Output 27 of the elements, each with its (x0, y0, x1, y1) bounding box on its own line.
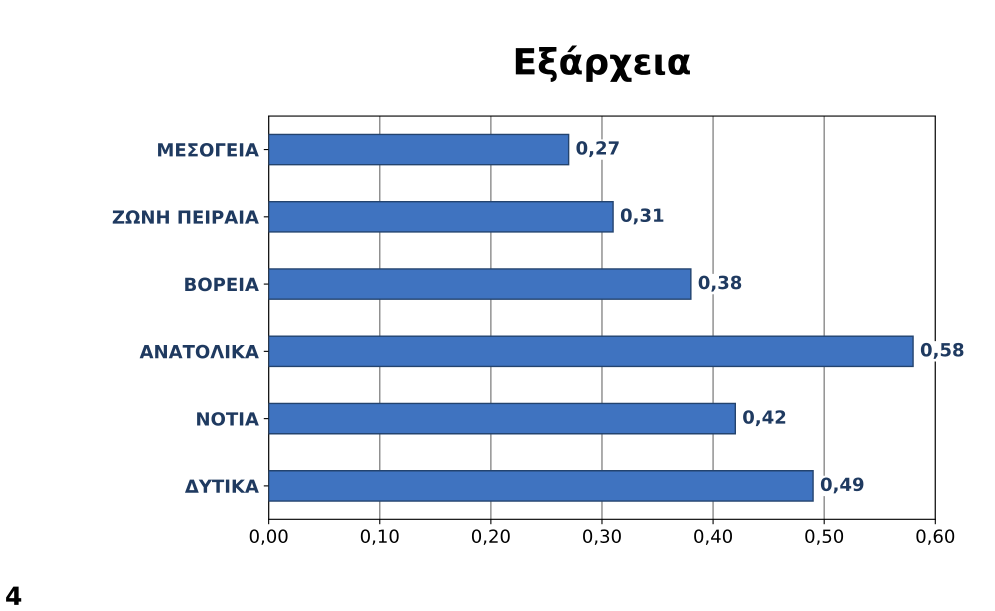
x-tick-label: 0,60 (916, 529, 954, 545)
y-tick-label: ΒΟΡΕΙΑ (185, 278, 259, 292)
x-tick-label: 0,30 (583, 529, 621, 545)
y-tick-label: ΖΩΝΗ ΠΕΙΡΑΙΑ (112, 210, 259, 224)
x-tick-label: 0,50 (805, 529, 844, 545)
bar (268, 402, 736, 434)
x-tick-label: 0,10 (360, 529, 399, 545)
data-label: 0,58 (920, 342, 964, 359)
y-tick-label: ΜΕΣΟΓΕΙΑ (158, 143, 259, 157)
data-label: 0,27 (576, 141, 619, 158)
data-label: 0,49 (820, 477, 864, 494)
data-label: 0,42 (743, 410, 786, 426)
bar (268, 336, 914, 368)
text: 4 (6, 586, 22, 605)
x-tick-label: 0,00 (250, 529, 288, 545)
x-tick-label: 0,20 (472, 529, 510, 545)
bar (268, 134, 570, 166)
y-tick-label: ΑΝΑΤΟΛΙΚΑ (140, 344, 259, 358)
bar (268, 200, 614, 233)
data-label: 0,38 (698, 276, 742, 292)
x-tick-label: 0,40 (694, 529, 732, 545)
y-tick-label: ΝΟΤΙΑ (197, 412, 259, 426)
bar (268, 268, 692, 300)
y-tick-label: ΔΥΤΙΚΑ (184, 480, 259, 493)
chart-title: Εξάρχεια (516, 46, 690, 82)
data-label: 0,31 (620, 208, 664, 224)
bar (268, 470, 814, 502)
